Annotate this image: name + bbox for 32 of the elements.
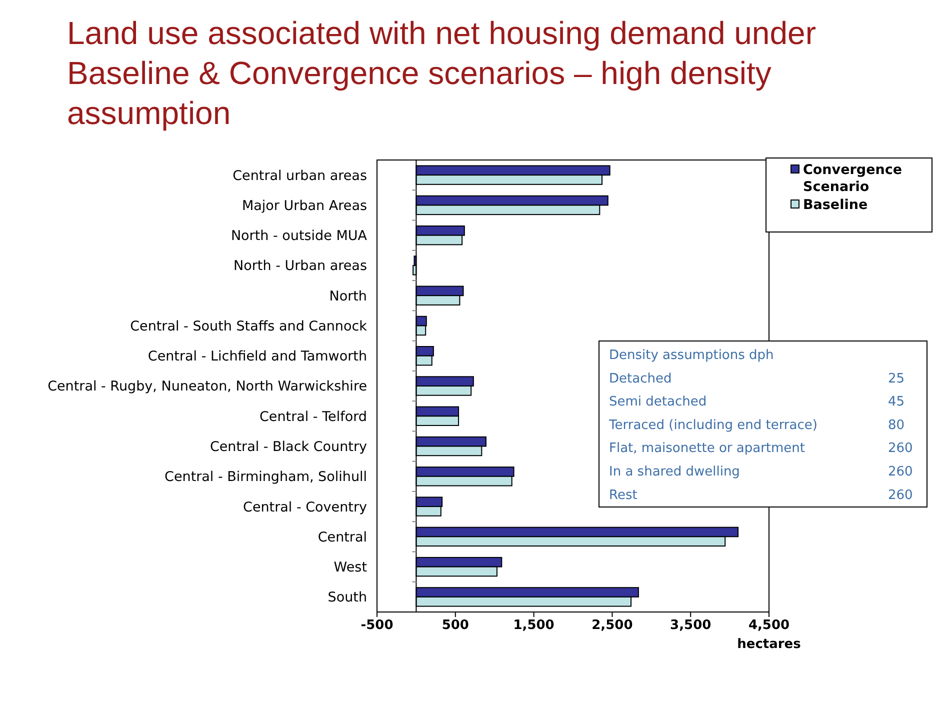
x-tick-label: -500 (360, 618, 394, 634)
legend-label: Baseline (803, 197, 868, 213)
x-tick-label: 2,500 (592, 618, 633, 634)
y-tick-label: Central (318, 529, 367, 546)
chart-title: Land use associated with net housing demand under Baseline & Convergence scenarios – high density assumption (67, 15, 816, 131)
y-tick-label: Central - Coventry (243, 499, 368, 516)
y-tick-label: Central - Rugby, Nuneaton, North Warwickshire (48, 378, 367, 395)
y-tick-label: North - Urban areas (234, 258, 367, 274)
y-tick-label: Central - Black Country (210, 438, 368, 455)
y-tick-label: Central - South Staffs and Cannock (130, 318, 368, 334)
x-tick-label: 4,500 (748, 618, 790, 634)
y-tick-label: Central - Telford (259, 408, 367, 425)
text: Detached 25 (609, 371, 905, 386)
y-tick-label: West (334, 560, 367, 576)
y-tick-label: North - outside MUA (230, 228, 368, 244)
x-tick-label: 500 (442, 618, 469, 634)
text: Flat, maisonette or apartment 260 (609, 441, 913, 456)
x-axis-title: hectares (737, 637, 802, 652)
y-tick-label: South (328, 590, 367, 606)
x-tick-label: 3,500 (670, 618, 712, 634)
text: Rest 260 (609, 488, 913, 503)
y-tick-label: Central - Lichfield and Tamworth (148, 348, 367, 365)
y-tick-label: Central urban areas (232, 168, 367, 184)
text: Terraced (including end terrace) 80 (609, 418, 905, 433)
x-tick-label: 1,500 (513, 618, 554, 634)
y-tick-label: Major Urban Areas (242, 198, 367, 214)
text: Semi detached 45 (609, 394, 905, 410)
y-tick-label: North (329, 288, 367, 304)
y-tick-label: Central - Birmingham, Solihull (164, 469, 367, 486)
annotation: Density assumptions dph (609, 348, 774, 363)
text: In a shared dwelling 260 (609, 464, 913, 480)
legend-label: Convergence Scenario (803, 162, 902, 195)
